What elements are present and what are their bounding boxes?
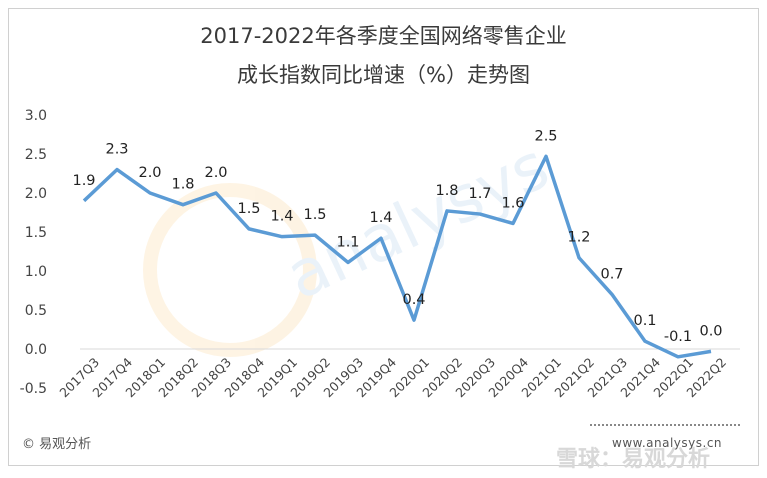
- footer-divider: [590, 424, 740, 426]
- data-label: 1.7: [468, 186, 491, 202]
- data-label: 1.2: [567, 230, 590, 246]
- data-labels: 1.9 2.3 2.0 1.8 2.0 1.5 1.4 1.5 1.1 1.4 0.4 1.8 1.7 1…: [72, 128, 722, 344]
- y-tick-label: -0.5: [20, 381, 47, 397]
- y-tick-label: 2.5: [25, 147, 47, 163]
- data-label: 2.0: [138, 165, 161, 181]
- data-label: 0.0: [699, 323, 722, 339]
- footer-copyright: © 易观分析: [22, 437, 92, 452]
- data-label: 1.5: [237, 201, 260, 217]
- y-tick-label: 1.0: [25, 264, 47, 280]
- chart-title-line1: 2017-2022年各季度全国网络零售企业: [200, 24, 567, 48]
- footer-url: www.analysys.cn: [612, 436, 723, 450]
- data-label: 2.3: [105, 142, 128, 158]
- data-label: 0.7: [600, 266, 623, 282]
- y-tick-label: 3.0: [25, 108, 47, 124]
- data-label: 1.6: [501, 195, 524, 211]
- series-line: [82, 154, 712, 359]
- x-axis: 2017Q32017Q42018Q12018Q22018Q32018Q42019…: [56, 354, 729, 400]
- data-label: 1.4: [270, 209, 293, 225]
- y-tick-label: 0.0: [25, 342, 47, 358]
- data-label: 1.1: [336, 234, 359, 250]
- y-tick-label: 0.5: [25, 303, 47, 319]
- data-label: 1.8: [171, 177, 194, 193]
- data-label: 0.1: [633, 313, 656, 329]
- chart-title-line2: 成长指数同比增速（%）走势图: [237, 63, 530, 87]
- y-axis: 3.0 2.5 2.0 1.5 1.0 0.5 0.0 -0.5: [20, 108, 47, 397]
- data-label: 0.4: [402, 292, 425, 308]
- data-label: 2.5: [534, 128, 557, 144]
- y-tick-label: 2.0: [25, 186, 47, 202]
- data-label: -0.1: [664, 329, 692, 345]
- data-label: 1.8: [435, 183, 458, 199]
- data-label: 1.9: [72, 173, 95, 189]
- data-label: 1.5: [303, 207, 326, 223]
- chart-frame: [8, 8, 759, 466]
- watermark-xueqiu: 雪球：易观分析: [556, 447, 711, 472]
- data-label: 1.4: [369, 210, 392, 226]
- y-tick-label: 1.5: [25, 225, 47, 241]
- data-label: 2.0: [204, 165, 227, 181]
